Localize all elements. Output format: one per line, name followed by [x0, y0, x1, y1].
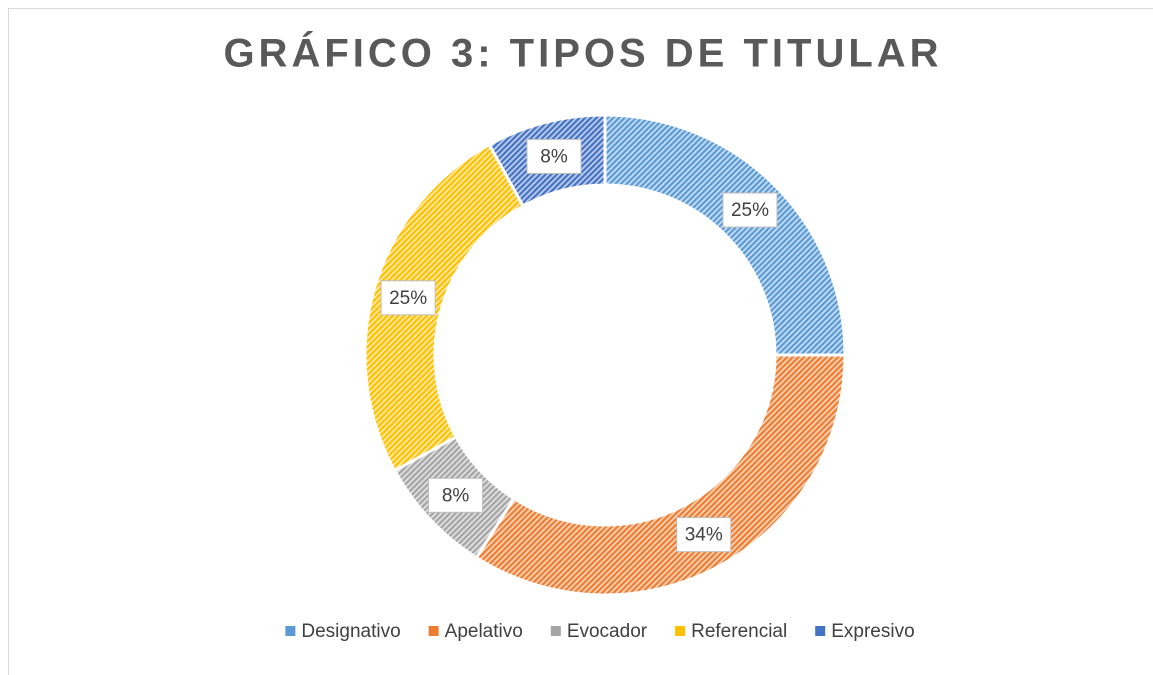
legend-item: Evocador — [550, 621, 648, 642]
value-label-group: 8% — [526, 138, 582, 174]
legend-label: Apelativo — [445, 621, 523, 642]
value-label: 8% — [540, 146, 568, 167]
chart-border — [8, 8, 1153, 675]
legend-label: Expresivo — [831, 621, 914, 642]
legend-item: Designativo — [285, 621, 401, 642]
legend-swatch — [550, 626, 561, 636]
value-label: 34% — [685, 525, 723, 546]
legend-item: Apelativo — [428, 621, 523, 642]
legend-label: Evocador — [567, 621, 648, 642]
value-label-box — [380, 280, 436, 316]
value-label: 8% — [442, 485, 470, 506]
chart-title: GRÁFICO 3: TIPOS DE TITULAR — [223, 31, 942, 76]
value-label-box — [428, 477, 484, 513]
value-label-group: 8% — [428, 477, 484, 513]
legend-swatch — [675, 626, 686, 636]
value-label-group: 25% — [380, 280, 436, 316]
value-label: 25% — [731, 200, 769, 221]
value-label-group: 25% — [722, 192, 778, 228]
legend-swatch — [815, 626, 826, 636]
legend-item: Expresivo — [815, 621, 915, 642]
legend-swatch — [428, 626, 439, 636]
donut-slice — [474, 353, 847, 597]
value-label: 25% — [389, 288, 427, 309]
donut-slice — [363, 142, 526, 473]
legend-swatch — [285, 626, 296, 636]
legend-item: Referencial — [675, 621, 787, 642]
legend-label: Designativo — [301, 621, 400, 642]
donut-slice — [603, 113, 847, 357]
value-label-box — [676, 517, 732, 553]
value-label-box — [722, 192, 778, 228]
value-label-group: 34% — [676, 517, 732, 553]
legend-label: Referencial — [691, 621, 787, 642]
value-label-box — [526, 138, 582, 174]
